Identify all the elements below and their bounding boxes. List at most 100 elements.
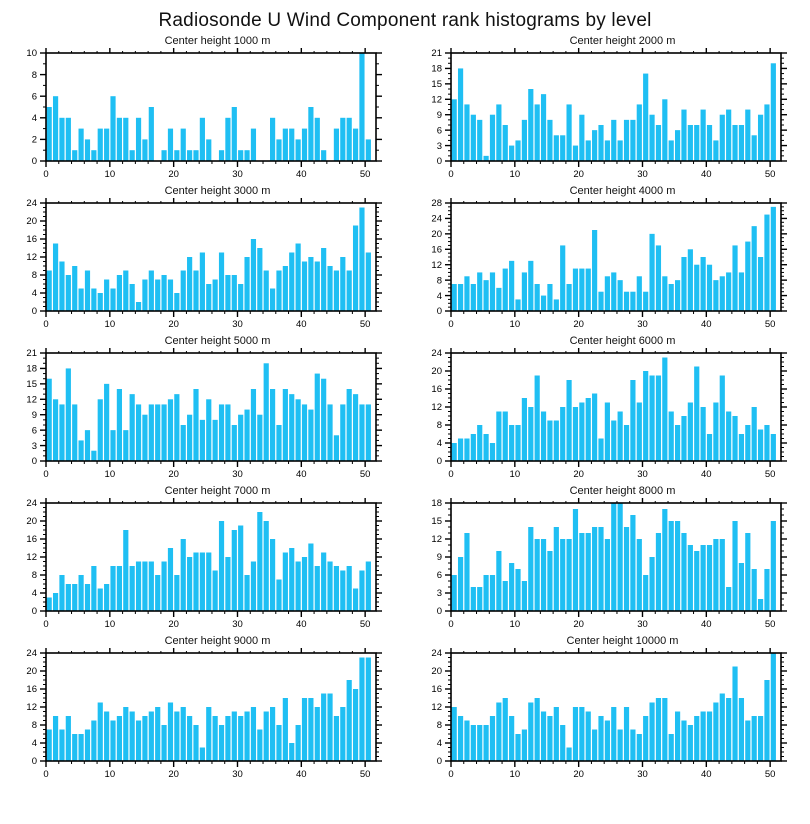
svg-text:20: 20: [168, 319, 179, 330]
svg-text:4: 4: [437, 438, 442, 449]
svg-text:24: 24: [431, 214, 442, 225]
panel-title: Center height 3000 m: [164, 185, 271, 197]
histogram-panel-9000m: Center height 9000 m 0 10 20 30 40 50 0 4 8 12 16 2…: [0, 634, 405, 784]
svg-text:4: 4: [32, 113, 37, 124]
svg-text:8: 8: [32, 570, 37, 581]
svg-text:50: 50: [360, 769, 371, 780]
svg-text:10: 10: [105, 169, 116, 180]
svg-text:18: 18: [26, 364, 37, 375]
svg-text:4: 4: [32, 738, 37, 749]
svg-text:10: 10: [105, 769, 116, 780]
svg-text:4: 4: [437, 738, 442, 749]
svg-text:30: 30: [232, 619, 243, 630]
svg-text:20: 20: [573, 169, 584, 180]
svg-text:8: 8: [437, 720, 442, 731]
svg-text:20: 20: [573, 319, 584, 330]
svg-text:40: 40: [296, 319, 307, 330]
svg-text:20: 20: [26, 666, 37, 677]
panel-title: Center height 9000 m: [164, 635, 271, 647]
svg-text:3: 3: [437, 141, 442, 152]
svg-text:0: 0: [437, 456, 442, 467]
svg-text:20: 20: [26, 516, 37, 527]
svg-text:8: 8: [437, 275, 442, 286]
svg-text:4: 4: [32, 588, 37, 599]
svg-text:24: 24: [431, 648, 442, 659]
svg-text:40: 40: [296, 169, 307, 180]
svg-text:15: 15: [431, 79, 442, 90]
svg-text:6: 6: [32, 91, 37, 102]
svg-text:18: 18: [431, 64, 442, 75]
svg-text:20: 20: [573, 469, 584, 480]
svg-text:0: 0: [437, 606, 442, 617]
panel-title: Center height 2000 m: [569, 35, 676, 47]
svg-text:40: 40: [296, 769, 307, 780]
svg-text:24: 24: [26, 648, 37, 659]
svg-text:4: 4: [32, 288, 37, 299]
svg-text:4: 4: [437, 291, 442, 302]
svg-text:40: 40: [701, 619, 712, 630]
svg-text:16: 16: [26, 684, 37, 695]
svg-text:20: 20: [431, 229, 442, 240]
histogram-plot: 0 10 20 30 40 50 0 4 8 12 16 20 24: [26, 498, 382, 630]
svg-text:30: 30: [637, 619, 648, 630]
svg-text:12: 12: [431, 94, 442, 105]
svg-text:20: 20: [168, 619, 179, 630]
svg-text:12: 12: [431, 702, 442, 713]
svg-text:50: 50: [765, 769, 776, 780]
svg-text:40: 40: [296, 619, 307, 630]
svg-text:0: 0: [43, 169, 48, 180]
svg-text:50: 50: [360, 169, 371, 180]
svg-text:12: 12: [26, 252, 37, 263]
svg-text:50: 50: [360, 469, 371, 480]
svg-text:10: 10: [510, 169, 521, 180]
histogram-plot: 0 10 20 30 40 50 0 4 8 12 16 20 24: [26, 648, 382, 780]
histogram-panel-7000m: Center height 7000 m 0 10 20 30 40 50 0 4 8 12 16 2…: [0, 484, 405, 634]
svg-text:30: 30: [637, 319, 648, 330]
svg-text:50: 50: [360, 619, 371, 630]
svg-text:16: 16: [431, 684, 442, 695]
svg-text:20: 20: [26, 216, 37, 227]
svg-text:24: 24: [431, 348, 442, 359]
svg-text:16: 16: [431, 384, 442, 395]
svg-text:50: 50: [765, 169, 776, 180]
histogram-panel-2000m: Center height 2000 m 0 10 20 30 40 50 0 3 6 9 12 15…: [405, 34, 810, 184]
svg-text:16: 16: [26, 234, 37, 245]
svg-text:9: 9: [437, 110, 442, 121]
svg-text:10: 10: [510, 319, 521, 330]
svg-text:20: 20: [168, 469, 179, 480]
svg-text:21: 21: [431, 48, 442, 59]
panel-title: Center height 7000 m: [164, 485, 271, 497]
svg-text:24: 24: [26, 198, 37, 209]
histogram-plot: 0 10 20 30 40 50 0 4 8 12 16 20 24: [26, 198, 382, 330]
histogram-plot: 0 10 20 30 40 50 0 2 4 6 8 10: [26, 48, 382, 180]
svg-text:0: 0: [32, 306, 37, 317]
svg-text:0: 0: [437, 156, 442, 167]
svg-text:8: 8: [32, 720, 37, 731]
page-title: Radiosonde U Wind Component rank histogr…: [158, 10, 652, 31]
histogram-plot: 0 10 20 30 40 50 0 3 6 9 12 15 18 21: [431, 48, 787, 180]
svg-text:0: 0: [43, 769, 48, 780]
svg-text:15: 15: [26, 379, 37, 390]
panel-title: Center height 10000 m: [566, 635, 679, 647]
svg-text:9: 9: [32, 410, 37, 421]
svg-text:50: 50: [765, 619, 776, 630]
svg-text:20: 20: [573, 769, 584, 780]
svg-text:10: 10: [105, 319, 116, 330]
panel-title: Center height 1000 m: [164, 35, 271, 47]
histogram-panel-1000m: Center height 1000 m 0 10 20 30 40 50 0 2 4 6 8 10: [0, 34, 405, 184]
svg-text:0: 0: [43, 319, 48, 330]
svg-text:20: 20: [168, 169, 179, 180]
svg-text:20: 20: [431, 666, 442, 677]
svg-text:10: 10: [105, 469, 116, 480]
svg-text:50: 50: [765, 469, 776, 480]
svg-text:0: 0: [437, 306, 442, 317]
svg-text:40: 40: [296, 469, 307, 480]
histogram-plot: 0 10 20 30 40 50 0 3 6 9 12 15 18 21: [26, 348, 382, 480]
svg-text:6: 6: [32, 425, 37, 436]
svg-text:0: 0: [32, 756, 37, 767]
svg-text:6: 6: [437, 570, 442, 581]
svg-text:0: 0: [448, 619, 453, 630]
panel-title: Center height 5000 m: [164, 335, 271, 347]
svg-text:20: 20: [431, 366, 442, 377]
